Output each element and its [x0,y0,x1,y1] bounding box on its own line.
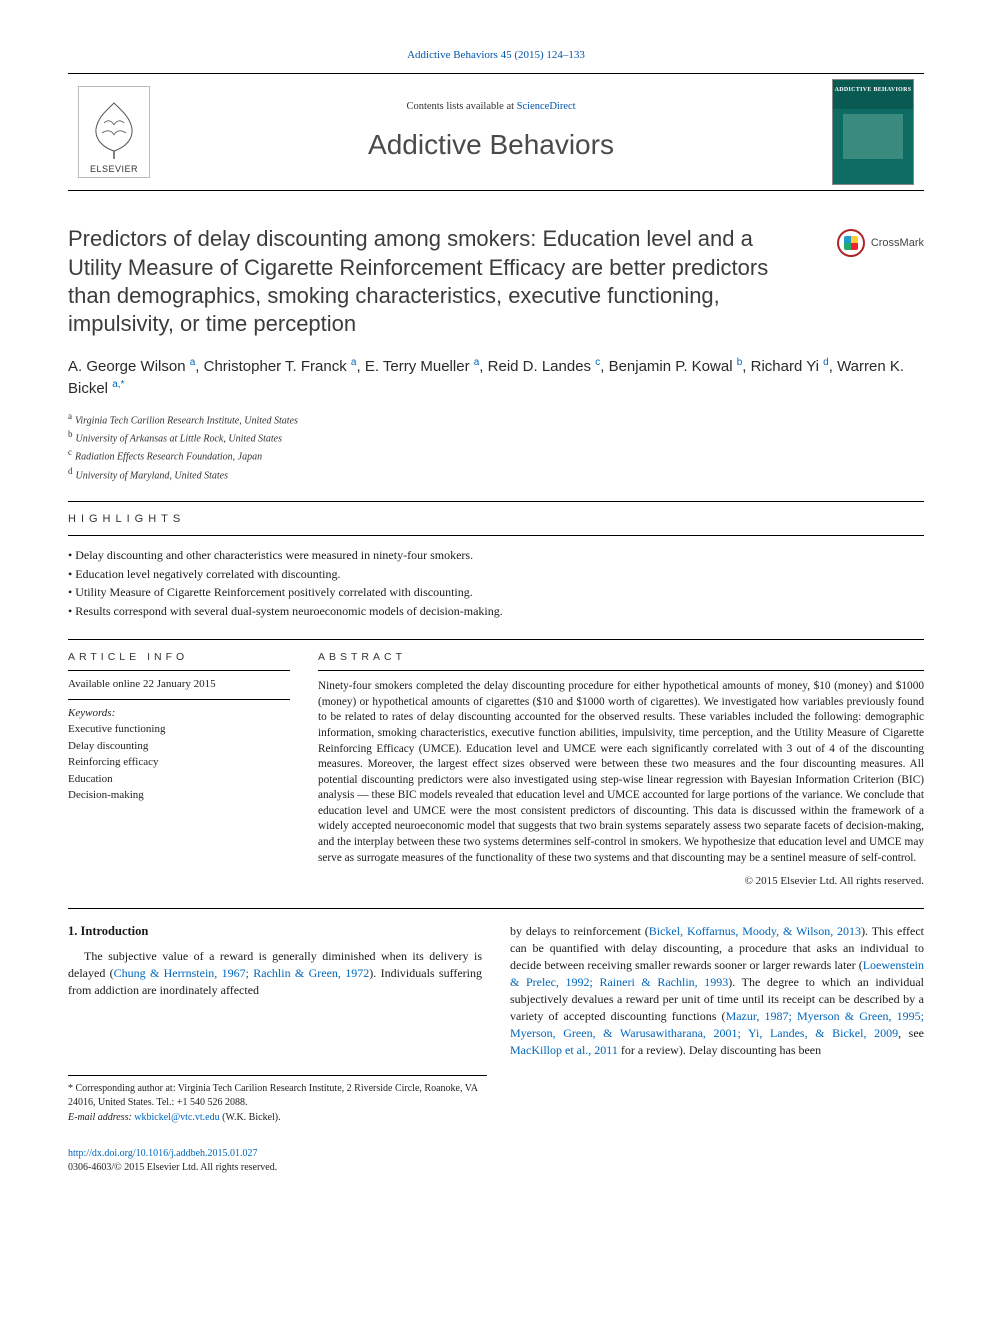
keyword-item: Executive functioning [68,721,290,738]
divider [68,670,290,671]
affiliation-item: bUniversity of Arkansas at Little Rock, … [68,428,924,446]
author-name: E. Terry Mueller [365,358,474,375]
doi-link[interactable]: http://dx.doi.org/10.1016/j.addbeh.2015.… [68,1148,258,1159]
journal-name: Addictive Behaviors [150,125,832,164]
journal-reference: Addictive Behaviors 45 (2015) 124–133 [68,48,924,63]
divider [68,501,924,502]
affiliation-item: cRadiation Effects Research Foundation, … [68,446,924,464]
email-link[interactable]: wkbickel@vtc.vt.edu [134,1112,219,1123]
highlight-item: Education level negatively correlated wi… [68,565,924,584]
crossmark-label: CrossMark [871,236,924,251]
journal-cover-thumbnail: ADDICTIVE BEHAVIORS [832,79,914,185]
cover-image-placeholder [843,114,904,160]
affiliation-list: aVirginia Tech Carilion Research Institu… [68,410,924,483]
contents-listing: Contents lists available at ScienceDirec… [150,100,832,115]
highlights-list: Delay discounting and other characterist… [68,546,924,620]
body-columns: 1. Introduction The subjective value of … [68,923,924,1059]
crossmark-badge[interactable]: CrossMark [837,229,924,257]
highlight-item: Results correspond with several dual-sys… [68,602,924,621]
journal-reference-link[interactable]: Addictive Behaviors 45 (2015) 124–133 [407,49,585,61]
issn-copyright-line: 0306-4603/© 2015 Elsevier Ltd. All right… [68,1161,924,1175]
available-online-date: Available online 22 January 2015 [68,677,290,692]
abstract-heading: ABSTRACT [318,650,924,665]
journal-masthead: ELSEVIER Contents lists available at Sci… [68,73,924,191]
author-list: A. George Wilson a, Christopher T. Franc… [68,356,924,400]
corresponding-author-footnote: * Corresponding author at: Virginia Tech… [68,1075,487,1126]
divider [68,908,924,909]
author-name: Benjamin P. Kowal [609,358,737,375]
citation-link[interactable]: Bickel, Koffarnus, Moody, & Wilson, 2013 [649,924,861,938]
affiliation-item: dUniversity of Maryland, United States [68,465,924,483]
body-paragraph: The subjective value of a reward is gene… [68,948,482,999]
section-title: 1. Introduction [68,923,482,941]
copyright-line: © 2015 Elsevier Ltd. All rights reserved… [318,874,924,889]
highlights-heading: HIGHLIGHTS [68,512,924,527]
affiliation-item: aVirginia Tech Carilion Research Institu… [68,410,924,428]
article-info-block: ARTICLE INFO Available online 22 January… [68,650,290,890]
divider [68,699,290,700]
crossmark-icon [837,229,865,257]
citation-link[interactable]: MacKillop et al., 2011 [510,1043,618,1057]
footnote-text: Corresponding author at: Virginia Tech C… [68,1083,477,1109]
body-column-right: by delays to reinforcement (Bickel, Koff… [510,923,924,1059]
cover-title: ADDICTIVE BEHAVIORS [833,86,913,94]
citation-link[interactable]: Chung & Herrnstein, 1967; Rachlin & Gree… [114,966,370,980]
abstract-text: Ninety-four smokers completed the delay … [318,679,924,866]
keyword-item: Reinforcing efficacy [68,754,290,771]
page-footer: http://dx.doi.org/10.1016/j.addbeh.2015.… [68,1147,924,1175]
body-column-left: 1. Introduction The subjective value of … [68,923,482,1059]
article-title: Predictors of delay discounting among sm… [68,225,809,338]
keyword-item: Delay discounting [68,738,290,755]
author-affiliation-sup: a, [112,379,120,390]
keywords-heading: Keywords: [68,706,290,721]
highlight-item: Utility Measure of Cigarette Reinforceme… [68,583,924,602]
highlight-item: Delay discounting and other characterist… [68,546,924,565]
publisher-logo: ELSEVIER [78,86,150,178]
divider [318,670,924,671]
contents-prefix: Contents lists available at [406,101,516,112]
sciencedirect-link[interactable]: ScienceDirect [517,101,576,112]
author-name: Richard Yi [751,358,824,375]
divider [68,535,924,536]
elsevier-tree-icon [86,99,142,161]
author-name: Reid D. Landes [488,358,596,375]
body-paragraph: by delays to reinforcement (Bickel, Koff… [510,923,924,1059]
corresponding-author-link[interactable]: * [121,380,125,397]
email-label: E-mail address: [68,1112,134,1123]
abstract-block: ABSTRACT Ninety-four smokers completed t… [318,650,924,890]
divider [68,639,924,640]
author-name: A. George Wilson [68,358,190,375]
keyword-item: Decision-making [68,787,290,804]
email-person: (W.K. Bickel). [220,1112,281,1123]
keyword-item: Education [68,771,290,788]
author-name: Christopher T. Franck [204,358,351,375]
publisher-name: ELSEVIER [90,163,138,176]
article-info-heading: ARTICLE INFO [68,650,290,665]
